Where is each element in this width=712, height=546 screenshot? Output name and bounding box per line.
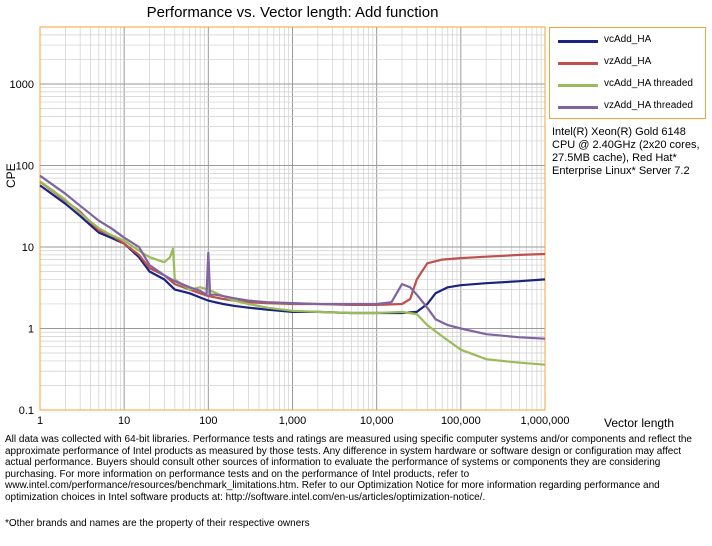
x-tick-label: 1,000: [279, 415, 307, 427]
legend-label: vzAdd_HA threaded: [604, 100, 693, 111]
y-tick-label: 0.1: [19, 405, 34, 417]
x-tick-label: 100,000: [441, 415, 481, 427]
y-tick-label: 1000: [10, 79, 34, 91]
series-lines: [39, 174, 546, 366]
legend-label: vcAdd_HA threaded: [604, 78, 693, 89]
legend: vcAdd_HA vzAdd_HA vcAdd_HA threaded vzAd…: [549, 27, 706, 119]
footnote-text: *Other brands and names are the property…: [5, 518, 310, 529]
legend-label: vzAdd_HA: [604, 56, 652, 67]
chart-title: Performance vs. Vector length: Add funct…: [146, 4, 439, 21]
legend-swatch: [558, 84, 598, 87]
legend-swatch: [558, 40, 598, 43]
x-tick-labels: 1 10 100 1,000 10,000 100,000 1,000,000: [37, 415, 570, 427]
disclaimer-text: All data was collected with 64-bit libra…: [5, 434, 692, 503]
x-tick-label: 1: [37, 415, 43, 427]
series-line-vzadd-ha-threaded: [39, 174, 546, 340]
cpu-note: Intel(R) Xeon(R) Gold 6148 CPU @ 2.40GHz…: [552, 126, 700, 177]
x-tick-label: 100: [199, 415, 217, 427]
x-tick-label: 10: [118, 415, 130, 427]
x-tick-label: 1,000,000: [521, 415, 570, 427]
plot-frame: [39, 26, 546, 411]
legend-swatch: [558, 106, 598, 109]
y-tick-label: 10: [22, 242, 34, 254]
y-tick-label: 100: [16, 160, 34, 172]
y-axis-label: CPE: [4, 163, 18, 188]
y-tick-labels: 0.1 1 10 100 1000: [10, 79, 34, 417]
legend-label: vcAdd_HA: [604, 34, 652, 45]
x-tick-label: 10,000: [360, 415, 394, 427]
y-tick-label: 1: [28, 323, 34, 335]
legend-swatch: [558, 62, 598, 65]
x-axis-label: Vector length: [604, 416, 675, 430]
